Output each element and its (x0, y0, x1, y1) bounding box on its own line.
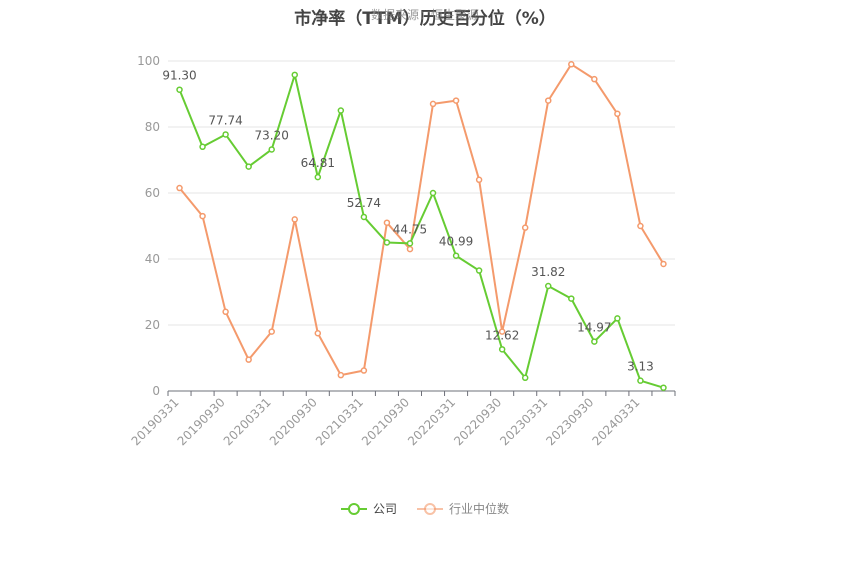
y-tick-label: 100 (137, 54, 160, 68)
legend-company-label: 公司 (372, 502, 397, 516)
data-label: 40.99 (439, 235, 473, 249)
data-point (568, 61, 575, 68)
x-tick-label: 20190331 (129, 395, 182, 448)
series-line-company (178, 73, 664, 389)
x-tick-label: 20190930 (175, 395, 228, 448)
data-point (337, 371, 345, 379)
data-point (429, 189, 437, 197)
data-label: 14.97 (577, 321, 611, 335)
data-point (545, 97, 552, 104)
data-point (291, 71, 298, 79)
data-point (429, 100, 437, 108)
data-point (176, 184, 183, 192)
legend-industry-label: 行业中位数 (449, 502, 510, 516)
data-label: 52.74 (347, 196, 381, 210)
data-point (314, 173, 322, 181)
data-point (314, 330, 322, 337)
data-point (475, 176, 483, 184)
data-point (521, 224, 529, 231)
x-tick-label: 20220331 (405, 395, 458, 448)
data-point (637, 377, 644, 384)
data-label: 3.13 (627, 360, 654, 374)
data-point (268, 328, 275, 335)
y-tick-label: 80 (145, 120, 160, 134)
series-line-industry-median (178, 63, 665, 377)
data-point (222, 131, 229, 138)
y-tick-label: 60 (145, 186, 160, 200)
data-point (245, 356, 252, 363)
data-point (291, 216, 298, 223)
legend: 公司 行业中位数 (0, 500, 850, 517)
data-point (475, 267, 483, 274)
data-label: 73.20 (255, 128, 289, 142)
data-point (245, 163, 252, 170)
x-tick-label: 20240331 (589, 395, 642, 448)
data-point (660, 260, 667, 268)
x-tick-label: 20200331 (221, 395, 274, 448)
legend-item-company[interactable]: 公司 (340, 500, 397, 517)
data-point (452, 252, 460, 259)
data-point (614, 315, 621, 322)
data-point (452, 97, 460, 104)
y-tick-label: 0 (152, 384, 160, 398)
data-point (406, 240, 414, 247)
data-label: 12.62 (485, 328, 519, 342)
chart-title: 市净率（TTM）历史百分位（%） (294, 9, 556, 29)
x-tick-label: 20230331 (497, 395, 550, 448)
x-tick-label: 20200930 (267, 395, 320, 448)
x-tick-label: 20210331 (313, 395, 366, 448)
legend-company-symbol (340, 502, 367, 516)
data-point (199, 212, 206, 220)
data-point (498, 346, 506, 353)
x-tick-label: 20230930 (543, 395, 596, 448)
data-point (222, 308, 229, 316)
data-point (498, 328, 506, 335)
data-point (545, 282, 552, 290)
data-point (660, 384, 667, 391)
data-label: 44.75 (393, 222, 427, 236)
line-chart: 0 20 40 60 80 100 2019033120190930202003312020… (129, 54, 676, 448)
data-point (199, 143, 206, 151)
data-point (268, 146, 275, 153)
data-point (337, 107, 345, 114)
data-point (591, 338, 598, 345)
y-tick-label: 20 (145, 318, 160, 332)
legend-industry-symbol (417, 502, 443, 516)
data-label: 64.81 (301, 156, 335, 170)
data-label: 77.74 (208, 113, 242, 127)
data-point (406, 245, 414, 253)
watermark-text: 数据来源：恒生聚源 (370, 8, 479, 22)
data-point (383, 219, 391, 226)
data-point (360, 367, 368, 374)
x-tick-label: 20210930 (359, 395, 412, 448)
x-tick-label: 20220930 (451, 395, 504, 448)
data-point (637, 222, 644, 230)
data-point (591, 75, 598, 83)
data-point (521, 374, 529, 382)
data-label: 31.82 (531, 265, 565, 279)
data-point (614, 110, 621, 118)
data-point (360, 213, 368, 221)
data-point (568, 295, 575, 302)
y-tick-label: 40 (145, 252, 160, 266)
data-point (176, 86, 183, 93)
legend-item-industry-median[interactable]: 行业中位数 (417, 500, 509, 517)
data-point (383, 239, 391, 246)
data-label: 91.30 (162, 69, 196, 83)
